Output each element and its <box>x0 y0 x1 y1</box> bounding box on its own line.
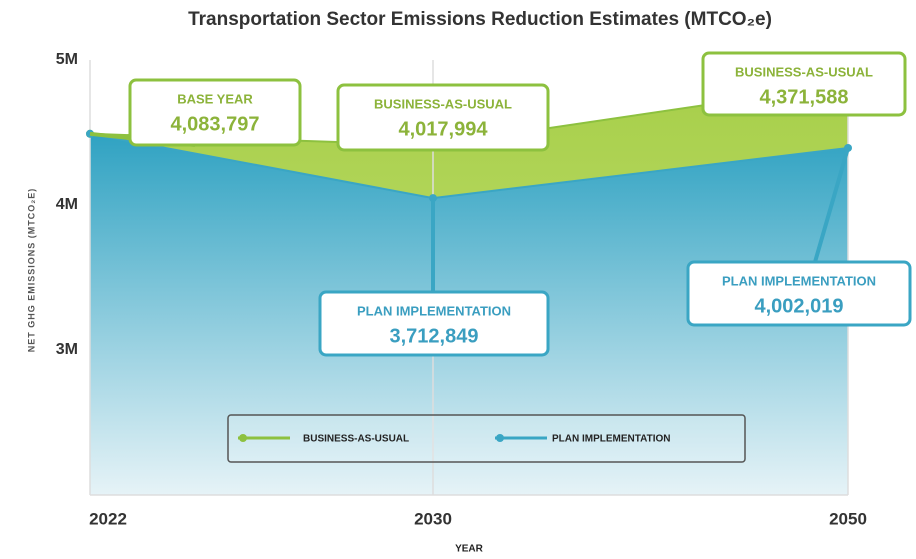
callout-box <box>336 83 550 152</box>
y-tick-label: 4M <box>56 196 78 213</box>
legend <box>227 414 746 463</box>
y-axis-label: NET GHG EMISSIONS (MTCO₂E) <box>26 188 36 353</box>
x-tick-label: 2050 <box>829 509 867 528</box>
legend-marker <box>496 434 504 442</box>
legend-marker <box>239 434 247 442</box>
callout-box <box>318 290 550 357</box>
callout-title: BUSINESS-AS-USUAL <box>374 96 512 111</box>
x-tick-label: 2030 <box>414 509 452 528</box>
x-axis-label: YEAR <box>455 544 484 555</box>
callout-title: PLAN IMPLEMENTATION <box>722 273 876 288</box>
legend-label: BUSINESS-AS-USUAL <box>303 434 409 445</box>
callout-box <box>701 51 907 117</box>
x-tick-label: 2022 <box>89 509 127 528</box>
value-label: 4,083,797 <box>171 113 260 135</box>
y-tick-label: 3M <box>56 341 78 358</box>
value-label: 4,017,994 <box>399 118 489 140</box>
callout-title: BASE YEAR <box>177 91 253 106</box>
callout-connector <box>813 147 850 263</box>
callout-box <box>128 78 302 147</box>
y-tick-label: 5M <box>56 51 78 68</box>
legend-label: PLAN IMPLEMENTATION <box>552 434 671 445</box>
value-label: 4,371,588 <box>760 86 849 108</box>
value-label: 3,712,849 <box>390 325 479 347</box>
chart-title: Transportation Sector Emissions Reductio… <box>188 9 772 30</box>
callout-box <box>686 260 912 327</box>
callout-title: PLAN IMPLEMENTATION <box>357 303 511 318</box>
value-label: 4,002,019 <box>755 295 844 317</box>
callout-title: BUSINESS-AS-USUAL <box>735 64 873 79</box>
